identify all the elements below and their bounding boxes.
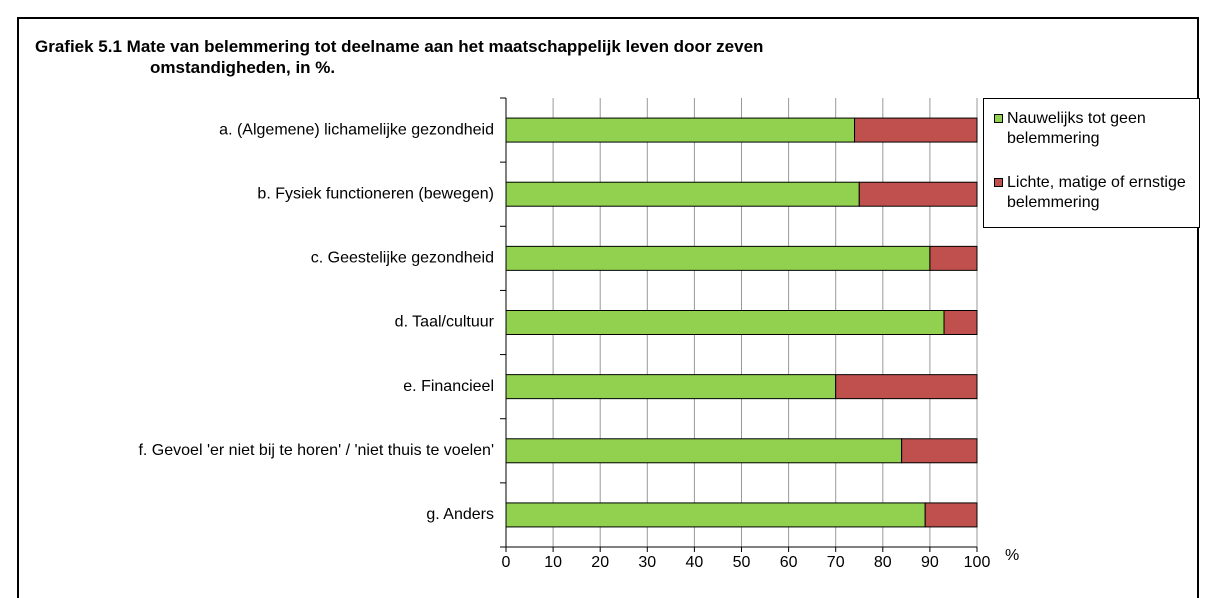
- x-tick-label: 40: [686, 554, 704, 571]
- x-tick-label: 50: [733, 554, 751, 571]
- bar-segment: [924, 502, 978, 528]
- x-tick-label: 80: [874, 554, 892, 571]
- x-tick-label: 100: [964, 554, 991, 571]
- legend-label: Lichte, matige of ern­stige belemmering: [1007, 174, 1186, 211]
- y-tick-label: a. (Algemene) lichamelijke gezondheid: [219, 121, 494, 138]
- x-tick-label: 10: [544, 554, 562, 571]
- x-unit: %: [1005, 547, 1019, 564]
- bar-segment: [505, 374, 837, 400]
- y-tick-label: b. Fysiek functioneren (bewegen): [257, 185, 494, 202]
- bar-segment: [858, 181, 978, 207]
- x-tick-label: 60: [780, 554, 798, 571]
- bar-segment: [505, 310, 945, 335]
- legend: Nauwelijks tot geen belemmering Lichte, m…: [983, 98, 1200, 228]
- bar-segment: [505, 117, 856, 143]
- y-tick-label: e. Financieel: [403, 378, 494, 395]
- bar-segment: [505, 181, 860, 207]
- x-tick-label: 90: [921, 554, 939, 571]
- legend-swatch: [994, 178, 1003, 187]
- chart-title: Grafiek 5.1 Mate van belemmering tot dee…: [35, 37, 764, 77]
- bar-segment: [943, 310, 978, 335]
- frame: [17, 17, 1199, 598]
- bar-segment: [835, 374, 978, 400]
- bar-segment: [505, 502, 926, 528]
- y-tick-label: c. Geestelijke gezondheid: [311, 250, 494, 267]
- x-tick-label: 30: [638, 554, 656, 571]
- y-tick-label: d. Taal/cultuur: [395, 314, 495, 331]
- legend-swatch: [994, 114, 1003, 123]
- x-tick-label: 70: [827, 554, 845, 571]
- bar-segment: [901, 438, 978, 464]
- x-tick-label: 20: [591, 554, 609, 571]
- bars: [505, 117, 978, 528]
- x-tick-label: 0: [502, 554, 511, 571]
- bar-segment: [929, 245, 978, 271]
- legend-label: Nauwelijks tot geen belemmering: [1007, 110, 1146, 147]
- bar-segment: [505, 245, 931, 271]
- y-tick-label: f. Gevoel 'er niet bij te horen' / 'niet…: [138, 442, 494, 459]
- axes: 0 10 20 30 40 50 60 70 80 90 100 a. (Algemene) lich…: [138, 97, 991, 571]
- bar-segment: [854, 117, 978, 143]
- bar-segment: [505, 438, 903, 464]
- y-tick-label: g. Anders: [426, 506, 494, 523]
